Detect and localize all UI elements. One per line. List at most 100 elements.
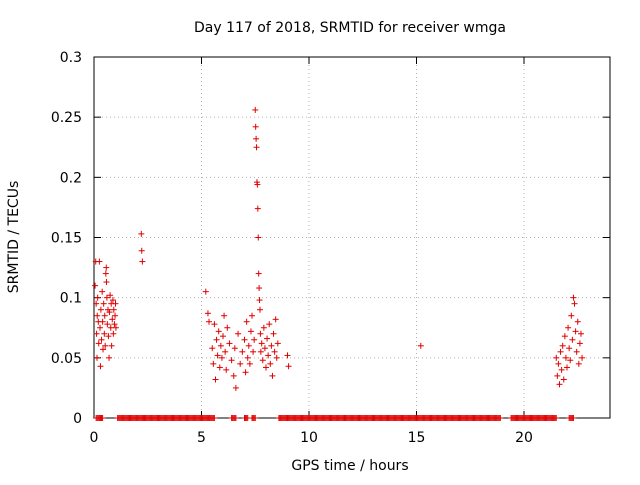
data-point: [577, 330, 584, 337]
data-points: [92, 106, 586, 421]
data-point: [139, 258, 146, 265]
data-point: [271, 348, 278, 355]
data-point: [232, 384, 239, 391]
x-tick-label: 5: [197, 430, 206, 446]
data-point: [253, 135, 260, 142]
data-point: [214, 352, 221, 359]
data-point: [105, 333, 112, 340]
data-point: [218, 354, 225, 361]
y-tick-label: 0.25: [51, 110, 82, 126]
data-point: [100, 346, 107, 353]
data-point: [102, 270, 109, 277]
data-point: [103, 279, 110, 286]
x-tick-label: 0: [90, 430, 99, 446]
data-point: [213, 336, 220, 343]
data-point: [206, 318, 213, 325]
data-point: [560, 376, 567, 383]
data-point: [571, 300, 578, 307]
zero-point: [553, 415, 560, 421]
tick-labels: 0 0.05 0.1 0.15 0.2 0.25 0.3 0 5 10 15 20: [51, 50, 533, 446]
data-point: [267, 360, 274, 367]
y-tick-label: 0.1: [60, 291, 82, 307]
data-point: [107, 292, 114, 299]
data-point: [106, 309, 113, 316]
data-point: [258, 340, 265, 347]
data-point: [103, 264, 110, 271]
data-point: [553, 354, 560, 361]
zero-point: [252, 415, 259, 421]
data-point: [101, 312, 108, 319]
data-point: [257, 330, 264, 337]
data-point: [265, 352, 272, 359]
data-point: [94, 354, 101, 361]
data-point: [274, 340, 281, 347]
zero-point: [497, 415, 504, 421]
data-point: [243, 318, 250, 325]
data-point: [104, 321, 111, 328]
data-point: [284, 352, 291, 359]
data-point: [251, 336, 258, 343]
data-point: [102, 342, 109, 349]
data-point: [579, 354, 586, 361]
data-point: [254, 205, 261, 212]
data-point: [556, 381, 563, 388]
data-point: [239, 348, 246, 355]
data-point: [572, 328, 579, 335]
data-point: [110, 306, 117, 313]
data-point: [558, 366, 565, 373]
y-tick-label: 0: [73, 411, 82, 427]
data-point: [237, 360, 244, 367]
zero-point: [232, 415, 239, 421]
data-point: [138, 230, 145, 237]
data-point: [101, 330, 108, 337]
data-point: [269, 372, 276, 379]
data-point: [97, 363, 104, 370]
data-point: [565, 324, 572, 331]
plot-frame: [93, 56, 611, 419]
chart-title: Day 117 of 2018, SRMTID for receiver wmg…: [194, 20, 506, 36]
data-point: [220, 333, 226, 340]
data-point: [215, 328, 222, 335]
y-tick-label: 0.05: [51, 351, 82, 367]
zero-point: [570, 415, 577, 421]
data-point: [564, 364, 570, 371]
data-point: [93, 300, 100, 307]
y-tick-label: 0.3: [60, 50, 82, 66]
data-point: [235, 330, 242, 337]
data-point: [561, 333, 568, 340]
data-point: [273, 354, 280, 361]
data-point: [257, 348, 264, 355]
data-point: [285, 363, 292, 370]
zero-point: [99, 415, 106, 421]
data-point: [266, 321, 273, 328]
data-point: [567, 357, 574, 364]
data-point: [112, 300, 119, 307]
data-point: [230, 372, 237, 379]
data-point: [568, 312, 575, 319]
zero-point: [211, 415, 218, 421]
data-point: [221, 312, 228, 319]
data-point: [255, 234, 262, 241]
data-point: [264, 335, 271, 342]
data-point: [226, 340, 233, 347]
data-point: [247, 328, 254, 335]
data-point: [252, 123, 259, 130]
data-point: [106, 354, 113, 361]
data-point: [256, 285, 263, 292]
data-point: [100, 300, 107, 307]
data-point: [109, 316, 116, 323]
data-point: [210, 360, 217, 367]
data-point: [112, 324, 119, 331]
data-point: [268, 342, 275, 349]
data-point: [555, 360, 562, 367]
data-point: [259, 357, 266, 364]
data-point: [103, 294, 110, 301]
data-point: [209, 345, 216, 352]
data-point: [256, 297, 263, 304]
data-point: [97, 324, 104, 331]
data-point: [417, 342, 424, 349]
x-axis-label: GPS time / hours: [291, 458, 408, 474]
data-point: [246, 360, 253, 367]
data-point: [241, 336, 248, 343]
